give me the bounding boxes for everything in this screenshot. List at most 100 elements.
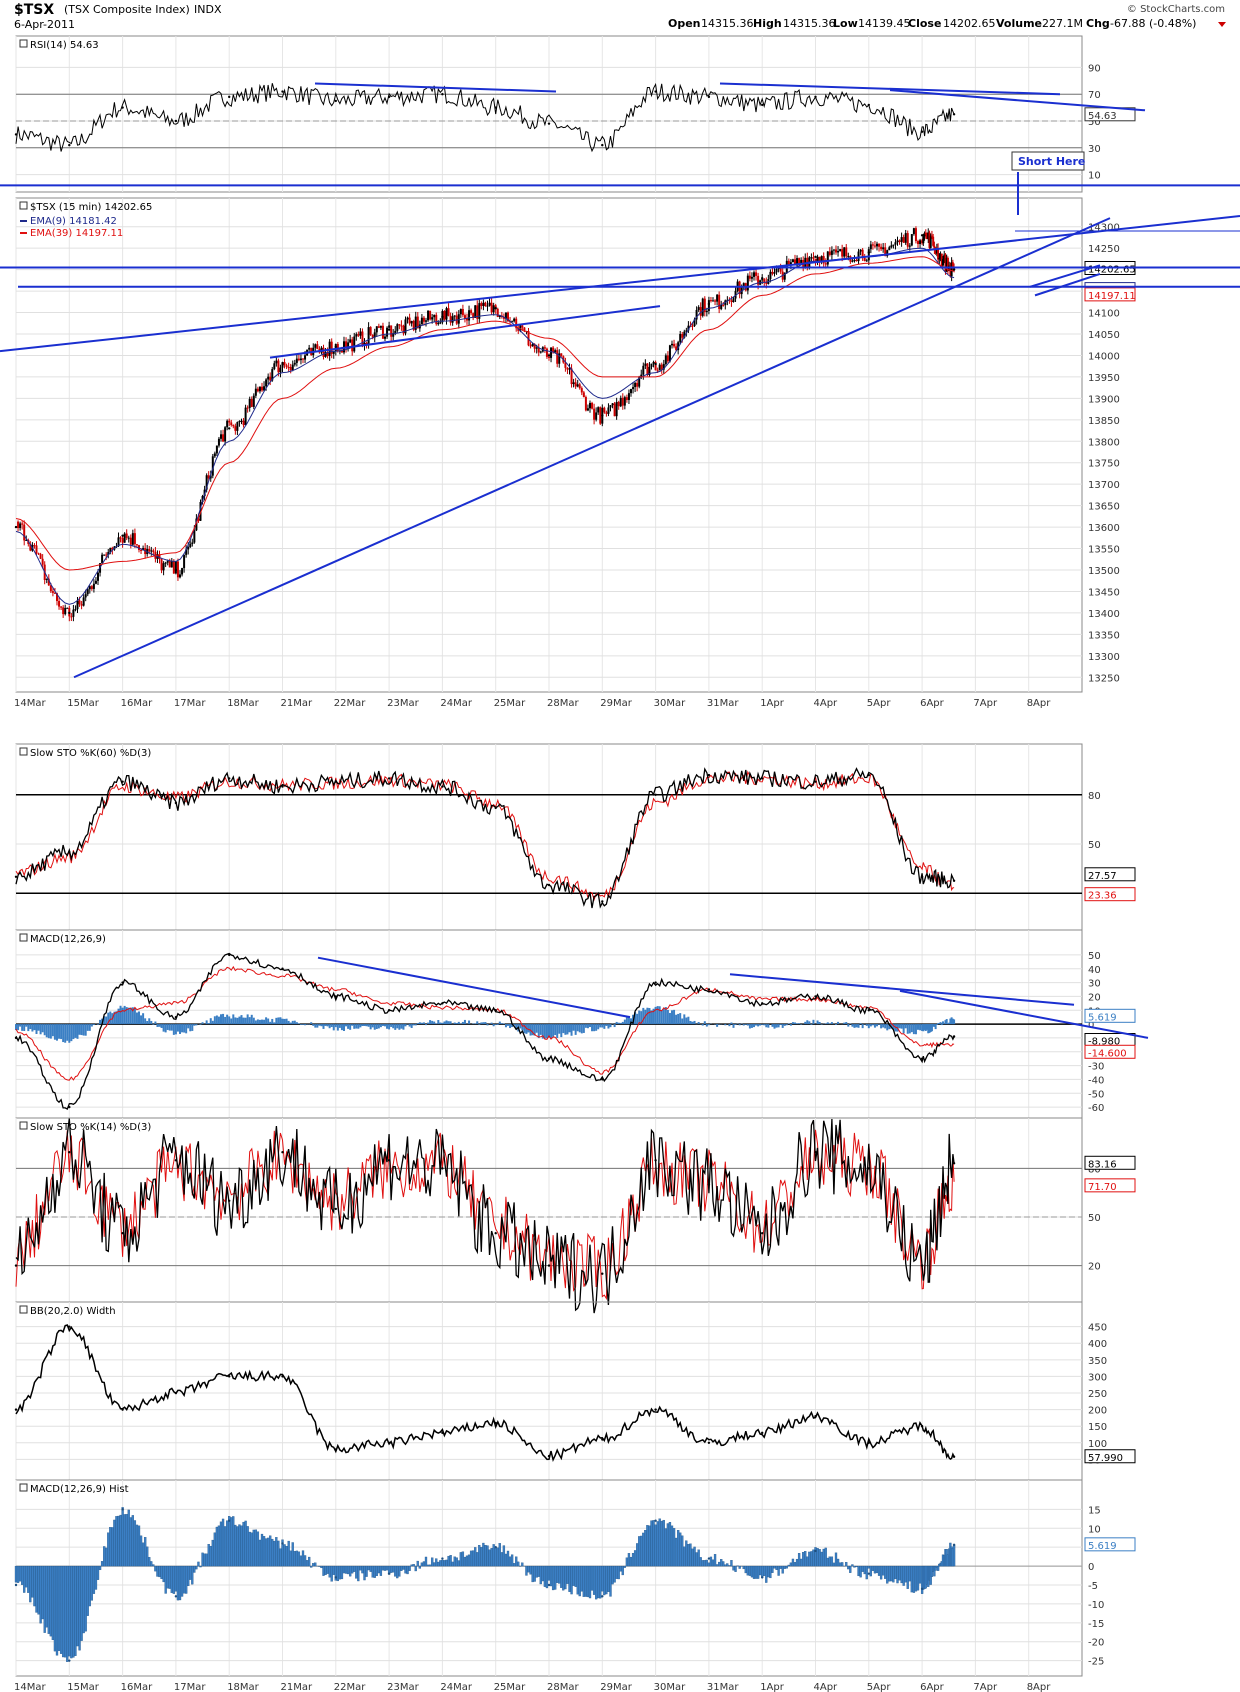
macd-hist-bar bbox=[791, 1022, 794, 1025]
macd-hist-bar bbox=[880, 1024, 883, 1029]
hist-bar bbox=[433, 1562, 436, 1567]
macd-hist-bar bbox=[869, 1024, 872, 1027]
y-tick-label: -60 bbox=[1088, 1103, 1104, 1114]
hist-bar bbox=[795, 1558, 799, 1567]
bb-width-point bbox=[228, 1375, 231, 1378]
macd-hist-bar bbox=[865, 1024, 868, 1026]
macd-hist-bar bbox=[509, 1024, 512, 1029]
candle-body bbox=[314, 344, 317, 348]
hist-bar bbox=[853, 1565, 856, 1568]
hist-bar bbox=[221, 1518, 225, 1567]
macd-hist-bar bbox=[158, 1024, 161, 1027]
hist-bar bbox=[76, 1565, 79, 1647]
macd-hist-bar bbox=[531, 1024, 534, 1036]
macd-hist-bar bbox=[917, 1024, 919, 1030]
candle-body bbox=[878, 243, 881, 247]
hist-point bbox=[494, 1545, 497, 1549]
sto60-k-last: 27.57 bbox=[1088, 871, 1117, 882]
y-tick-label: 13300 bbox=[1088, 652, 1120, 663]
macd-hist-bar bbox=[730, 1022, 733, 1025]
candle-body bbox=[398, 324, 401, 326]
hist-bar bbox=[627, 1553, 631, 1567]
hist-bar bbox=[262, 1536, 266, 1567]
candle-body bbox=[297, 358, 300, 361]
hist-bar bbox=[529, 1565, 532, 1575]
hist-bar bbox=[416, 1560, 419, 1567]
candle-body bbox=[591, 402, 594, 409]
hist-bar bbox=[574, 1565, 577, 1587]
hist-bar bbox=[711, 1559, 715, 1567]
candle-body bbox=[361, 331, 364, 346]
ema9-line bbox=[15, 247, 955, 605]
macd-signal-last: -14.600 bbox=[1088, 1048, 1127, 1059]
macd-point bbox=[441, 1002, 444, 1005]
bottom-x-tick-label: 24Mar bbox=[440, 1682, 472, 1692]
hist-bar bbox=[72, 1565, 75, 1658]
hist-bar bbox=[773, 1565, 776, 1569]
macd-hist-bar bbox=[515, 1024, 518, 1030]
macd-hist-bar bbox=[783, 1024, 786, 1026]
hist-bar bbox=[830, 1556, 834, 1567]
candle-body bbox=[152, 550, 155, 552]
hist-bar bbox=[178, 1565, 182, 1601]
hist-bar bbox=[406, 1565, 409, 1575]
candle-body bbox=[746, 275, 749, 291]
macd-hist-bar bbox=[400, 1024, 403, 1029]
hist-bar bbox=[371, 1565, 374, 1578]
macd-hist-bar bbox=[168, 1024, 171, 1031]
sto14-point bbox=[387, 1159, 391, 1162]
candle-body bbox=[564, 362, 567, 368]
panel-label: Slow STO %K(60) %D(3) bbox=[30, 748, 151, 759]
hist-bar bbox=[865, 1565, 868, 1580]
candle-body bbox=[650, 363, 653, 367]
candle-body bbox=[437, 322, 440, 325]
macd-hist-bar bbox=[242, 1017, 245, 1025]
hist-bar bbox=[732, 1565, 735, 1571]
candle-body bbox=[97, 572, 99, 581]
rsi-point bbox=[601, 143, 604, 147]
macd-hist-bar bbox=[115, 1011, 118, 1025]
macd-hist-bar bbox=[435, 1023, 438, 1025]
macd-hist-bar bbox=[617, 1022, 620, 1025]
hist-bar bbox=[633, 1550, 637, 1567]
hist-bar bbox=[184, 1565, 188, 1594]
macd-hist-bar bbox=[906, 1024, 909, 1034]
candle-body bbox=[673, 343, 676, 347]
bottom-x-tick-label: 21Mar bbox=[281, 1682, 313, 1692]
y-tick-label: 13450 bbox=[1088, 587, 1120, 598]
hist-bar bbox=[238, 1524, 241, 1567]
macd-hist-bar bbox=[129, 1007, 132, 1025]
hist-bar bbox=[742, 1565, 745, 1570]
hist-bar bbox=[873, 1565, 877, 1574]
macd-hist-bar bbox=[732, 1024, 735, 1028]
hist-bar bbox=[402, 1565, 405, 1570]
price-point bbox=[334, 345, 337, 349]
bb-width-point bbox=[707, 1441, 711, 1445]
hist-bar bbox=[539, 1565, 542, 1585]
hist-bar bbox=[357, 1565, 360, 1582]
hist-bar bbox=[301, 1550, 305, 1567]
y-tick-label: 10 bbox=[1088, 1524, 1101, 1535]
hist-bar bbox=[726, 1563, 729, 1567]
candle-body bbox=[919, 240, 922, 245]
macd-hist-bar bbox=[107, 1012, 110, 1025]
candle-body bbox=[220, 434, 222, 439]
candle-body bbox=[142, 548, 145, 551]
hist-bar bbox=[886, 1565, 889, 1584]
hist-bar bbox=[867, 1565, 870, 1569]
hist-bar bbox=[560, 1565, 563, 1588]
macd-hist-bar bbox=[521, 1024, 524, 1031]
candle-body bbox=[226, 420, 229, 428]
candle-body bbox=[859, 249, 862, 252]
hist-bar bbox=[869, 1565, 872, 1577]
hist-bar bbox=[767, 1565, 770, 1578]
macd-hist-bar bbox=[449, 1021, 452, 1025]
y-tick-label: 13400 bbox=[1088, 609, 1120, 620]
hist-bar bbox=[471, 1550, 475, 1567]
ema39-last-value-box bbox=[1084, 287, 1136, 302]
candle-body bbox=[507, 312, 509, 322]
macd-hist-bar bbox=[166, 1024, 169, 1030]
macd-hist-bar bbox=[668, 1012, 671, 1025]
macd-hist-bar bbox=[135, 1012, 138, 1025]
hist-bar bbox=[64, 1565, 67, 1658]
